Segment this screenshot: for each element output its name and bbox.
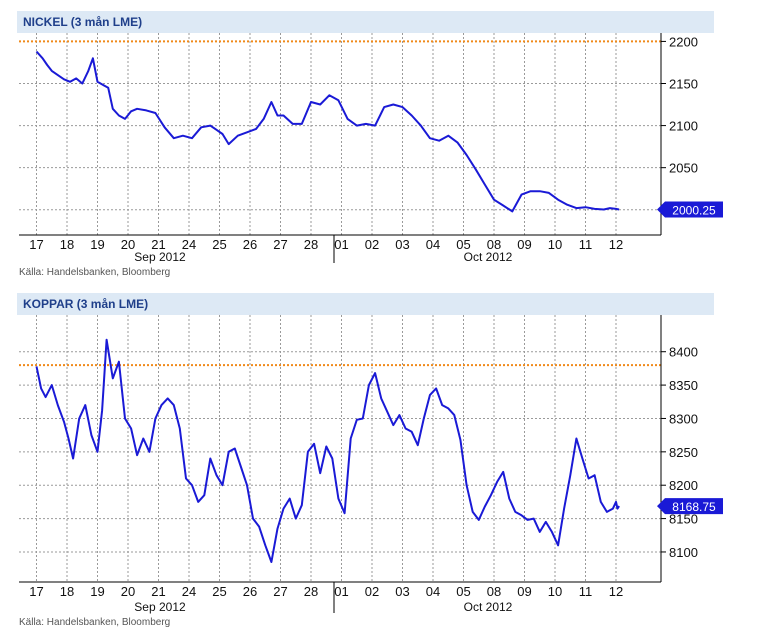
copper-y-tick-label: 8400 (669, 345, 698, 360)
nickel-x-tick-label: 10 (548, 237, 562, 252)
nickel-x-tick-label: 24 (182, 237, 196, 252)
nickel-x-tick-label: 02 (365, 237, 379, 252)
nickel-plot-area (19, 33, 661, 235)
nickel-y-tick-label: 2100 (669, 119, 698, 134)
nickel-last-value-tag (657, 201, 723, 218)
copper-chart-title: KOPPAR (3 mån LME) (17, 293, 714, 315)
nickel-x-tick-label: 11 (579, 237, 593, 252)
nickel-x-tick-label: 04 (426, 237, 440, 252)
copper-x-tick-label: 02 (365, 584, 379, 599)
copper-x-tick-label: 28 (304, 584, 318, 599)
copper-series-line (35, 338, 620, 563)
copper-x-tick-label: 03 (395, 584, 409, 599)
nickel-x-tick-label: 03 (395, 237, 409, 252)
copper-source: Källa: Handelsbanken, Bloomberg (19, 617, 171, 628)
copper-x-tick-label: 19 (90, 584, 104, 599)
nickel-y-tick-label: 2200 (669, 34, 698, 49)
copper-month-label: Sep 2012 (134, 600, 186, 614)
nickel-x-tick-label: 08 (487, 237, 501, 252)
nickel-x-tick-label: 21 (151, 237, 165, 252)
copper-x-tick-label: 08 (487, 584, 501, 599)
copper-x-tick-label: 01 (334, 584, 348, 599)
copper-x-tick-label: 04 (426, 584, 440, 599)
nickel-x-tick-label: 18 (60, 237, 74, 252)
copper-y-tick-label: 8100 (669, 545, 698, 560)
nickel-x-tick-label: 05 (456, 237, 470, 252)
nickel-x-tick-label: 28 (304, 237, 318, 252)
copper-x-tick-label: 24 (182, 584, 196, 599)
copper-last-value-tag (657, 498, 723, 515)
nickel-x-tick-label: 01 (334, 237, 348, 252)
nickel-source: Källa: Handelsbanken, Bloomberg (19, 267, 171, 278)
copper-x-tick-label: 27 (273, 584, 287, 599)
nickel-last-value-label: 2000.25 (672, 204, 716, 218)
copper-y-tick-label: 8150 (669, 512, 698, 527)
copper-x-tick-label: 09 (517, 584, 531, 599)
nickel-chart-title: NICKEL (3 mån LME) (17, 11, 714, 33)
copper-x-tick-label: 17 (29, 584, 43, 599)
nickel-x-tick-label: 09 (517, 237, 531, 252)
nickel-x-tick-label: 20 (121, 237, 135, 252)
copper-x-tick-label: 20 (121, 584, 135, 599)
copper-x-tick-label: 12 (609, 584, 623, 599)
nickel-x-tick-label: 25 (212, 237, 226, 252)
copper-y-tick-label: 8200 (669, 478, 698, 493)
nickel-x-tick-label: 12 (609, 237, 623, 252)
copper-y-tick-label: 8250 (669, 445, 698, 460)
nickel-series-line (35, 50, 620, 213)
copper-plot-area (19, 315, 661, 582)
copper-y-tick-label: 8350 (669, 378, 698, 393)
copper-y-tick-label: 8300 (669, 411, 698, 426)
nickel-y-tick-label: 2150 (669, 77, 698, 92)
nickel-x-tick-label: 19 (90, 237, 104, 252)
nickel-x-tick-label: 26 (243, 237, 257, 252)
nickel-month-label: Oct 2012 (464, 250, 513, 264)
copper-x-tick-label: 25 (212, 584, 226, 599)
copper-x-tick-label: 05 (456, 584, 470, 599)
nickel-y-tick-label: 2050 (669, 161, 698, 176)
copper-x-tick-label: 11 (579, 584, 593, 599)
nickel-month-label: Sep 2012 (134, 250, 186, 264)
copper-x-tick-label: 21 (151, 584, 165, 599)
copper-x-tick-label: 18 (60, 584, 74, 599)
copper-x-tick-label: 10 (548, 584, 562, 599)
nickel-x-tick-label: 27 (273, 237, 287, 252)
copper-x-tick-label: 26 (243, 584, 257, 599)
copper-month-label: Oct 2012 (464, 600, 513, 614)
nickel-x-tick-label: 17 (29, 237, 43, 252)
copper-last-value-label: 8168.75 (672, 500, 716, 514)
